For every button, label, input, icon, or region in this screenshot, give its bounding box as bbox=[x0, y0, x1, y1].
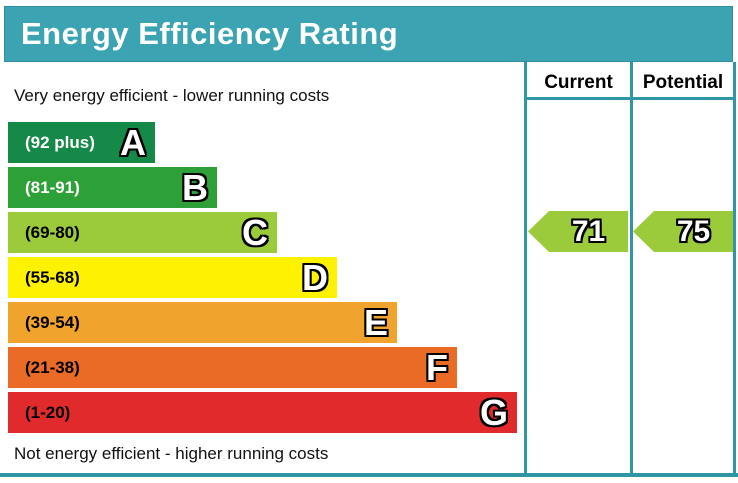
band-bar: (39-54) E bbox=[8, 302, 397, 343]
band-range-label: (69-80) bbox=[25, 222, 80, 242]
band-letter: D bbox=[302, 257, 328, 298]
potential-arrow-shape bbox=[633, 211, 733, 252]
band-bar: (92 plus) A bbox=[8, 122, 155, 163]
top-note: Very energy efficient - lower running co… bbox=[14, 86, 330, 105]
potential-arrow-icon bbox=[633, 211, 733, 252]
band-bar: (81-91) B bbox=[8, 167, 217, 208]
band-range-label: (21-38) bbox=[25, 357, 80, 377]
bottom-note: Not energy efficient - higher running co… bbox=[14, 444, 329, 463]
chart-bottom-border bbox=[0, 473, 738, 477]
chart-right-border bbox=[733, 62, 736, 477]
potential-rating-value: 75 bbox=[676, 214, 711, 248]
band-bar: (69-80) C bbox=[8, 212, 277, 253]
band-bar: (21-38) F bbox=[8, 347, 457, 388]
band-row-f: (21-38) F bbox=[8, 347, 517, 388]
current-column-header: Current bbox=[544, 71, 613, 93]
band-range-label: (92 plus) bbox=[25, 132, 95, 152]
band-range-label: (1-20) bbox=[25, 402, 71, 422]
band-letter: E bbox=[363, 302, 388, 343]
potential-column-header: Potential bbox=[642, 71, 724, 93]
header-underline bbox=[524, 97, 736, 100]
band-row-a: (92 plus) A bbox=[8, 122, 517, 163]
current-rating-value: 71 bbox=[571, 214, 606, 248]
band-list: (92 plus) A (81-91) B (69-80) C (55-68) … bbox=[8, 122, 517, 437]
current-column-left-border bbox=[524, 62, 527, 477]
band-row-b: (81-91) B bbox=[8, 167, 517, 208]
current-arrow-shape bbox=[528, 211, 628, 252]
band-letter: B bbox=[182, 167, 208, 208]
potential-rating-arrow: 75 bbox=[633, 211, 733, 252]
band-letter: C bbox=[242, 212, 268, 253]
band-row-c: (69-80) C bbox=[8, 212, 517, 253]
band-row-e: (39-54) E bbox=[8, 302, 517, 343]
current-arrow-icon bbox=[528, 211, 628, 252]
page-title: Energy Efficiency Rating bbox=[21, 16, 399, 51]
band-range-label: (81-91) bbox=[25, 177, 80, 197]
title-bar: Energy Efficiency Rating bbox=[4, 6, 733, 62]
band-letter: F bbox=[426, 347, 448, 388]
band-letter: G bbox=[479, 392, 508, 433]
current-rating-arrow: 71 bbox=[528, 211, 628, 252]
band-bar: (1-20) G bbox=[8, 392, 517, 433]
band-range-label: (39-54) bbox=[25, 312, 80, 332]
band-row-d: (55-68) D bbox=[8, 257, 517, 298]
potential-column-left-border bbox=[630, 62, 633, 477]
band-row-g: (1-20) G bbox=[8, 392, 517, 433]
band-letter: A bbox=[120, 122, 146, 163]
band-bar: (55-68) D bbox=[8, 257, 337, 298]
band-range-label: (55-68) bbox=[25, 267, 80, 287]
